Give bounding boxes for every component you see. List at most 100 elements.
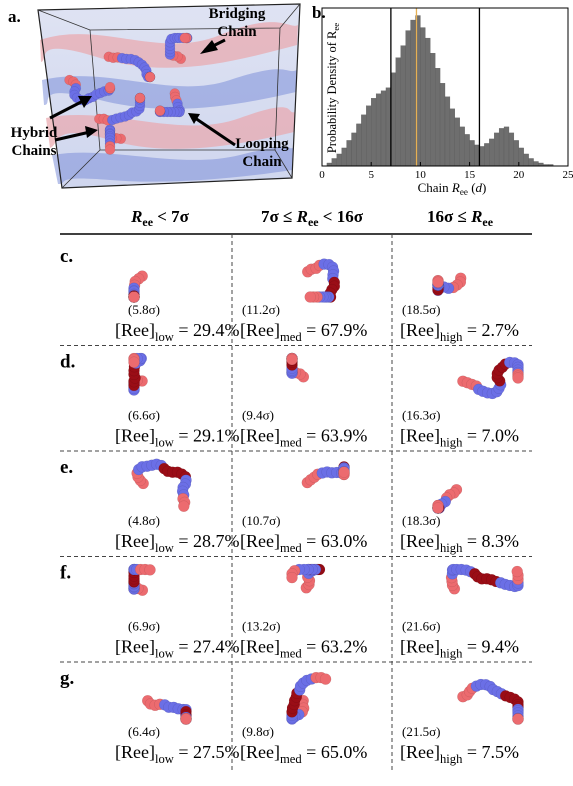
header-var: R [470,207,482,226]
box-edge [37,3,301,31]
bar [528,158,534,167]
fraction-sub: high [440,541,463,555]
bar [361,114,367,167]
arrowhead [188,113,200,124]
fraction-label: [Ree]med = 65.0% [240,742,367,766]
label: Bridging [209,6,266,22]
arrow [54,130,91,142]
chain-size: (21.5σ) [402,724,440,739]
chain-size: (13.2σ) [242,619,280,634]
fraction-value: = 7.0% [462,426,519,446]
fraction-label: [Ree]med = 63.9% [240,426,367,450]
chain-image [445,563,524,595]
chain-image [286,563,326,594]
x-label-text: ( [468,180,476,195]
y-label-text: Probability Density of R [325,30,339,153]
fraction-value: = 29.1% [174,426,240,446]
chain-image [141,695,192,725]
fraction-text: [Ree] [115,637,155,657]
bar [513,140,519,167]
bar [366,105,372,167]
bar [346,140,352,167]
chain-size: (4.8σ) [128,513,160,528]
plot-frame [321,7,569,167]
chain-image [131,458,192,512]
bead [319,673,332,685]
fraction-value: = 29.4% [174,320,240,340]
fraction-sub: med [280,541,302,555]
label: Chain [242,154,282,170]
chain-image [457,678,524,725]
x-label-text: Chain [418,180,452,195]
bar [479,146,485,167]
bar [503,126,510,167]
fraction-text: [Ree] [400,637,440,657]
fraction-sub: med [280,330,302,344]
x-axis-label: Chain Ree (d) [418,180,487,197]
fraction-sub: low [155,330,175,344]
bead [180,713,192,725]
bead [144,564,156,576]
fraction-value: = 7.5% [462,742,519,762]
header-sub: ee [142,215,153,229]
x-tick-label: 15 [464,169,476,181]
bead [511,565,523,578]
arrow [49,98,86,120]
bead [178,500,190,512]
bead [432,502,444,514]
fraction-label: [Ree]low = 29.4% [115,320,240,344]
fraction-text: [Ree] [240,637,280,657]
column-header: 16σ ≤ Ree [427,207,493,229]
fraction-label: [Ree]low = 27.4% [115,637,240,661]
bar [459,126,465,167]
bar [341,147,347,167]
header-text: 7σ ≤ [261,207,297,226]
fraction-value: = 63.0% [302,531,368,551]
panel-b: b. Probability Density of Ree Chain Ree … [312,3,573,197]
chain-image [301,258,341,303]
fraction-text: [Ree] [400,426,440,446]
chain-image [128,270,148,303]
bead [286,353,298,366]
fraction-value: = 63.2% [302,637,368,657]
bead [154,105,166,117]
x-tick-label: 5 [368,169,374,181]
bar [331,158,337,167]
arrowhead [85,126,98,138]
chain-size: (9.4σ) [242,408,274,423]
bar [469,140,475,167]
chain-image [457,356,524,400]
bar [444,96,451,167]
fraction-value: = 8.3% [462,531,519,551]
bead [179,32,191,44]
chain-image [432,272,467,297]
chain-image [432,483,463,514]
fraction-label: [Ree]high = 8.3% [400,531,519,555]
bar [400,45,406,167]
label: Looping [235,136,289,152]
panel-letter: b. [312,3,326,22]
bar [395,57,401,167]
chain-image [301,461,350,489]
label: Hybrid [11,125,58,141]
column-header: Ree < 7σ [130,207,190,229]
bar [464,134,470,167]
panel-letter: a. [8,7,21,26]
fraction-label: [Ree]med = 67.9% [240,320,367,344]
chain-size: (21.6σ) [402,619,440,634]
row-letter: d. [60,352,75,373]
fraction-value: = 2.7% [462,320,519,340]
row-letter: e. [60,457,73,478]
bar [474,144,480,167]
fraction-sub: low [155,541,175,555]
bar [356,123,362,167]
header-var: R [296,207,308,226]
x-tick-label: 25 [563,169,573,181]
fraction-value: = 27.4% [174,637,240,657]
fraction-label: [Ree]med = 63.2% [240,637,367,661]
fraction-label: [Ree]low = 28.7% [115,531,240,555]
y-axis-label: Probability Density of Ree [325,23,341,153]
fraction-text: [Ree] [115,742,155,762]
fraction-label: [Ree]high = 9.4% [400,637,519,661]
